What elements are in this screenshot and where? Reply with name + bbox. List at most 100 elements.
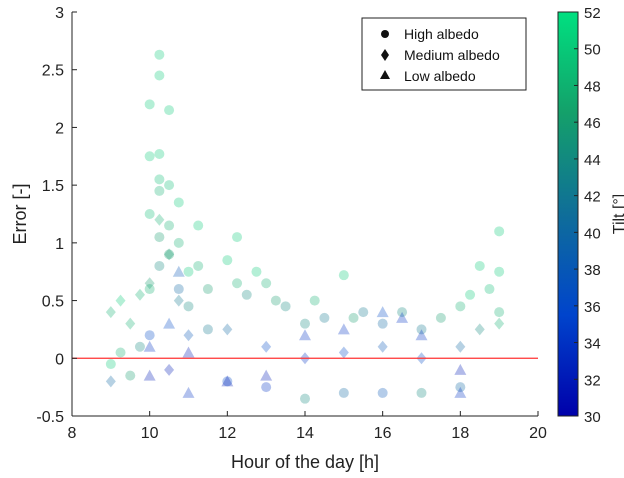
high-albedo-point <box>154 148 165 159</box>
legend-marker-triangle <box>380 70 390 79</box>
high-albedo-point <box>319 312 330 323</box>
low-albedo-point <box>454 386 467 398</box>
high-albedo-point <box>154 49 165 60</box>
high-albedo-point <box>144 330 155 341</box>
y-ticks: -0.5 0 0.5 1 1.5 2 2.5 3 <box>36 5 77 426</box>
legend-marker-circle <box>381 30 389 38</box>
medium-albedo-point <box>377 340 388 353</box>
x-ticks: 8 10 12 14 16 18 20 <box>68 411 547 442</box>
high-albedo-point <box>377 387 388 398</box>
y-tick-label: 1.5 <box>42 178 64 195</box>
legend-marker-diamond <box>381 49 389 61</box>
high-albedo-point <box>173 237 184 248</box>
high-albedo-point <box>416 387 427 398</box>
medium-albedo-point <box>105 306 116 319</box>
high-albedo-point <box>154 185 165 196</box>
high-albedo-point <box>397 307 408 318</box>
high-albedo-point <box>338 387 349 398</box>
high-albedo-point <box>300 393 310 404</box>
low-albedo-point <box>182 386 195 398</box>
y-axis-title: Error [-] <box>10 184 30 245</box>
medium-albedo-point <box>115 294 126 307</box>
y-tick-label: 2 <box>55 120 64 137</box>
y-tick-label: 2.5 <box>42 63 64 80</box>
low-albedo-point <box>337 323 350 335</box>
high-albedo-point <box>241 289 252 300</box>
x-tick-label: 18 <box>451 425 469 442</box>
y-tick-label: 1 <box>55 236 64 253</box>
x-tick-label: 16 <box>374 425 392 442</box>
high-albedo-point <box>154 174 165 185</box>
x-tick-label: 14 <box>296 425 314 442</box>
medium-albedo-point <box>125 317 136 330</box>
high-albedo-point <box>115 347 126 358</box>
colorbar-tick-label: 36 <box>584 299 601 316</box>
high-albedo-point <box>144 151 155 162</box>
high-albedo-point <box>358 307 369 318</box>
colorbar-tick-label: 50 <box>584 42 601 59</box>
high-albedo-point <box>232 232 243 243</box>
high-albedo-point <box>154 260 165 271</box>
medium-albedo-point <box>144 277 155 290</box>
high-albedo-point <box>164 249 175 260</box>
medium-albedo-point <box>494 317 505 330</box>
low-albedo-point <box>299 329 311 341</box>
high-albedo-point <box>484 284 495 295</box>
colorbar-title: Tilt [°] <box>611 194 624 234</box>
medium-albedo-point <box>164 363 175 376</box>
low-albedo-point <box>143 340 156 352</box>
low-albedo-point <box>143 369 156 381</box>
high-albedo-point <box>202 284 213 295</box>
high-albedo-point <box>435 312 446 323</box>
high-albedo-point <box>164 220 175 231</box>
legend-label-medium: Medium albedo <box>404 47 500 63</box>
low-albedo-point <box>376 306 389 318</box>
colorbar-tick-label: 40 <box>584 225 601 242</box>
high-albedo-point <box>232 278 243 289</box>
low-albedo-point <box>182 346 195 358</box>
high-albedo-point <box>154 70 165 81</box>
high-albedo-point <box>144 99 155 110</box>
colorbar-tick-label: 48 <box>584 78 601 95</box>
y-tick-label: 0.5 <box>42 294 64 311</box>
high-albedo-point <box>348 312 359 323</box>
colorbar-tick-label: 42 <box>584 189 601 206</box>
colorbar-tick-label: 32 <box>584 372 601 389</box>
high-albedo-point <box>154 232 165 243</box>
medium-albedo-point <box>134 288 145 301</box>
high-albedo-point <box>193 220 204 231</box>
high-albedo-point <box>309 295 320 306</box>
colorbar <box>557 11 579 417</box>
colorbar-tick-label: 44 <box>584 152 601 169</box>
medium-albedo-point <box>164 248 175 261</box>
high-albedo-point <box>338 270 349 281</box>
low-albedo-point <box>396 311 409 323</box>
high-albedo-point <box>416 324 427 335</box>
high-albedo-point <box>261 278 272 289</box>
colorbar-tick-label: 46 <box>584 115 601 132</box>
x-tick-label: 12 <box>218 425 236 442</box>
medium-albedo-point <box>173 294 184 307</box>
high-albedo-point <box>134 341 145 352</box>
high-albedo-point <box>173 197 184 208</box>
high-albedo-point <box>494 266 505 277</box>
low-albedo-point <box>172 265 185 277</box>
colorbar-tick-label: 38 <box>584 262 601 279</box>
high-albedo-point <box>251 266 262 277</box>
colorbar-ticks: 30 32 34 36 38 40 42 44 46 48 50 52 <box>574 5 601 426</box>
high-albedo-point <box>300 318 310 329</box>
x-tick-label: 20 <box>529 425 547 442</box>
medium-albedo-point <box>338 346 349 359</box>
x-tick-label: 10 <box>141 425 159 442</box>
high-albedo-point <box>164 180 175 191</box>
y-tick-label: 0 <box>55 351 64 368</box>
x-axis-title: Hour of the day [h] <box>231 452 379 472</box>
medium-albedo-point <box>455 340 466 353</box>
legend: High albedo Medium albedo Low albedo <box>361 17 527 91</box>
low-albedo-point <box>221 375 234 387</box>
high-albedo-point <box>465 289 476 300</box>
high-albedo-point <box>144 284 155 295</box>
high-albedo-point <box>183 266 194 277</box>
legend-label-high: High albedo <box>404 26 479 42</box>
low-albedo-point <box>163 317 176 329</box>
